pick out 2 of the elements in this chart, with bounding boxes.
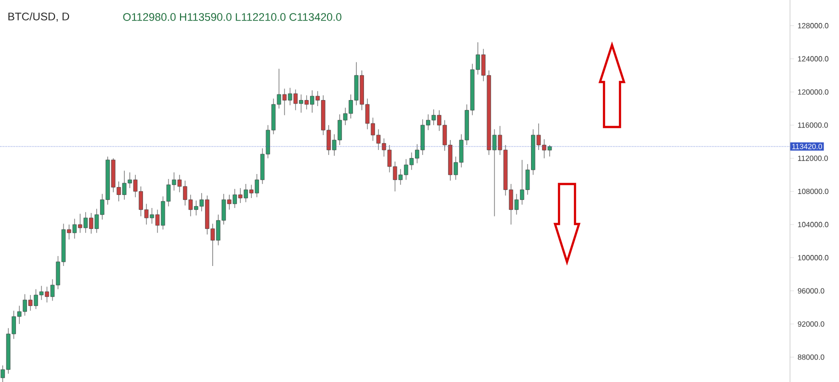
annotation: O112980.0 H113590.0 L112210.0 C113420.0 <box>123 13 342 21</box>
text: BTC/USD, D <box>8 12 70 22</box>
